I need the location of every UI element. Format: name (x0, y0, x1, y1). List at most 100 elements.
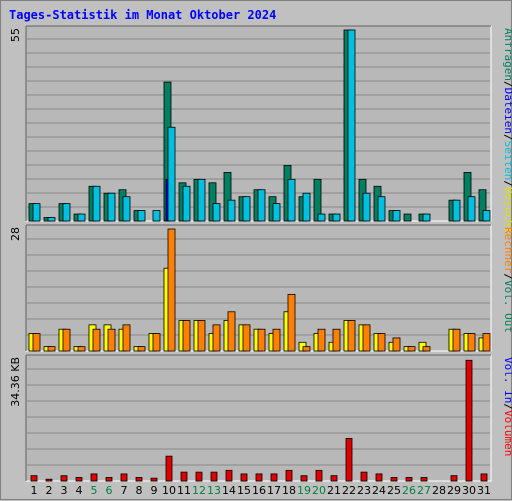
legend-entry: / (502, 180, 512, 187)
bar-seiten-day-13 (212, 203, 221, 222)
bar-rechner-day-25 (392, 337, 401, 352)
legend-entry: / (502, 403, 512, 410)
bar-rechner-day-31 (482, 333, 491, 352)
bar-rechner-day-9 (152, 333, 161, 352)
bar-volumen-day-9 (150, 477, 158, 482)
chart-title: Tages-Statistik im Monat Oktober 2024 (9, 8, 277, 22)
x-tick-label: 5 (91, 484, 98, 497)
bar-volumen-day-11 (180, 471, 188, 482)
x-tick-label: 1 (31, 484, 38, 497)
bar-rechner-day-18 (287, 293, 296, 352)
legend-visits: Rechner/Vol. Out (502, 227, 512, 333)
x-tick-label: 9 (151, 484, 158, 497)
bar-rechner-day-2 (47, 346, 56, 352)
bar-volumen-day-30 (465, 359, 473, 482)
bar-rechner-day-16 (257, 328, 266, 352)
bar-volumen-day-12 (195, 471, 203, 482)
bar-rechner-day-20 (317, 328, 326, 352)
legend-entry: Vol. In (502, 357, 512, 403)
bar-volumen-day-20 (315, 469, 323, 482)
bar-volumen-day-5 (90, 473, 98, 482)
y-max-label: 28 (9, 227, 22, 241)
bar-seiten-day-27 (422, 213, 431, 222)
bar-seiten-day-7 (122, 196, 131, 222)
bar-volumen-day-3 (60, 475, 68, 482)
x-tick-label: 6 (106, 484, 113, 497)
bar-seiten-day-14 (227, 199, 236, 222)
bar-rechner-day-4 (77, 346, 86, 352)
bar-rechner-day-3 (62, 328, 71, 352)
bar-seiten-day-3 (62, 203, 71, 222)
bar-seiten-day-5 (92, 185, 101, 222)
bar-seiten-day-12 (197, 178, 206, 222)
bar-rechner-day-15 (242, 324, 251, 352)
x-tick-label: 11 (177, 484, 191, 497)
bar-rechner-day-10 (167, 228, 176, 352)
bar-seiten-day-10 (167, 126, 176, 222)
x-tick-label: 16 (252, 484, 266, 497)
x-tick-label: 19 (297, 484, 311, 497)
legend-volume: Vol. In/Volumen (502, 357, 512, 456)
legend-entry: Anfragen (502, 28, 512, 81)
bar-volumen-day-19 (300, 475, 308, 482)
bar-rechner-day-13 (212, 324, 221, 352)
bar-volumen-day-1 (30, 475, 38, 482)
bar-rechner-day-12 (197, 320, 206, 352)
legend-entry: Seiten (502, 141, 512, 181)
x-tick-label: 14 (222, 484, 236, 497)
bar-volumen-day-14 (225, 469, 233, 482)
bar-seiten-day-25 (392, 210, 401, 222)
bar-anfragen-day-31 (478, 189, 487, 222)
x-tick-label: 22 (342, 484, 356, 497)
x-tick-label: 7 (121, 484, 128, 497)
bar-volumen-day-7 (120, 473, 128, 482)
bar-volumen-day-13 (210, 471, 218, 482)
bar-rechner-day-30 (467, 333, 476, 352)
legend-entry: Dateien (502, 88, 512, 134)
x-tick-label: 13 (207, 484, 221, 497)
bar-rechner-day-6 (107, 328, 116, 352)
bar-seiten-day-24 (377, 196, 386, 222)
bar-seiten-day-20 (317, 213, 326, 222)
bar-seiten-day-18 (287, 178, 296, 222)
bar-seiten-day-4 (77, 213, 86, 222)
bar-seiten-day-2 (47, 217, 56, 222)
bar-seiten-day-19 (302, 192, 311, 222)
bar-volumen-day-18 (285, 469, 293, 482)
bar-seiten-day-9 (152, 210, 161, 222)
bar-volumen-day-31 (480, 473, 488, 482)
y-max-label: 34.36 KB (9, 357, 22, 407)
legend-entry: Volumen (502, 410, 512, 456)
legend-entry: / (502, 273, 512, 280)
bar-seiten-day-8 (137, 210, 146, 222)
bar-seiten-day-16 (257, 189, 266, 222)
x-tick-label: 3 (61, 484, 68, 497)
legend-entry: / (502, 134, 512, 141)
x-tick-label: 18 (282, 484, 296, 497)
x-tick-label: 31 (477, 484, 491, 497)
bar-rechner-day-7 (122, 324, 131, 352)
bar-volumen-day-25 (390, 477, 398, 482)
bar-volumen-day-6 (105, 477, 113, 482)
x-tick-label: 27 (417, 484, 431, 497)
x-tick-label: 8 (136, 484, 143, 497)
bar-volumen-day-23 (360, 471, 368, 482)
x-tick-label: 21 (327, 484, 341, 497)
x-tick-label: 30 (462, 484, 476, 497)
bar-volumen-day-29 (450, 475, 458, 482)
bar-anfragen-day-20 (313, 178, 322, 222)
x-tick-label: 17 (267, 484, 281, 497)
bar-rechner-day-24 (377, 333, 386, 352)
bar-anfragen-day-13 (208, 182, 217, 222)
bar-volumen-day-4 (75, 477, 83, 482)
x-tick-label: 15 (237, 484, 251, 497)
x-tick-label: 28 (432, 484, 446, 497)
bar-rechner-day-26 (407, 346, 416, 352)
bar-rechner-day-14 (227, 311, 236, 352)
bar-seiten-day-1 (32, 203, 41, 222)
bar-rechner-day-22 (347, 320, 356, 352)
bar-seiten-day-17 (272, 203, 281, 222)
panel-volume (25, 354, 492, 482)
bar-anfragen-day-14 (223, 171, 232, 222)
